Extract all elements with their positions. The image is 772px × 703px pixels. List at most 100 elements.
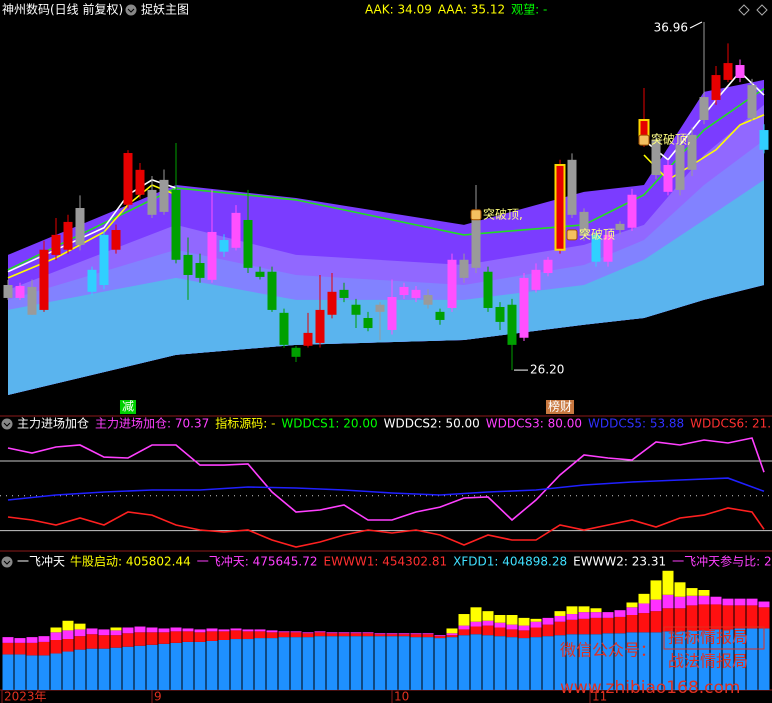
stacked-bar (254, 631, 266, 639)
candle-body (159, 179, 169, 212)
stacked-bar (230, 628, 242, 631)
stacked-bar (230, 639, 242, 690)
stacked-bar (302, 632, 314, 634)
stacked-bar (242, 629, 254, 632)
candle-body (459, 259, 469, 278)
stacked-bar (362, 632, 374, 634)
stacked-bar (50, 640, 62, 654)
candle-body (687, 134, 697, 170)
legend-entry: AAK: 34.09 (365, 3, 432, 17)
stacked-bar (602, 633, 614, 690)
stacked-bar (74, 623, 86, 630)
stacked-bar (206, 628, 218, 632)
stacked-bar (38, 641, 50, 656)
stacked-bar (446, 635, 458, 638)
indicator-line (7, 507, 765, 548)
stacked-bar (230, 630, 242, 640)
stacked-bar (626, 607, 638, 615)
stacked-bar (698, 595, 710, 605)
stacked-bar (350, 633, 362, 637)
stacked-bar (578, 606, 590, 613)
pane-title: 一飞冲天 (17, 554, 65, 569)
stacked-bar (434, 636, 446, 639)
stacked-bar (242, 639, 254, 690)
stacked-bar (98, 648, 110, 690)
stacked-bar (158, 632, 170, 644)
stacked-bar (62, 630, 74, 640)
legend-entry: 指标源码: - (215, 416, 275, 431)
stacked-bar (338, 632, 350, 634)
stacked-bar (506, 615, 518, 625)
stacked-bar (710, 629, 722, 690)
menu-icon[interactable] (125, 4, 137, 16)
candle-body (123, 153, 133, 205)
stacked-bar (302, 637, 314, 690)
candle-body (195, 263, 205, 278)
stacked-bar (494, 622, 506, 628)
candle-body (627, 194, 637, 228)
candle-body (231, 212, 241, 248)
stacked-bar (146, 627, 158, 633)
stacked-bar (50, 627, 62, 633)
candle-body (663, 164, 673, 192)
stacked-bar (302, 633, 314, 638)
stacked-bar (710, 604, 722, 630)
candle-body (183, 254, 193, 275)
stacked-bar (458, 625, 470, 630)
stacked-bar (74, 636, 86, 650)
stacked-bar (278, 631, 290, 633)
stacked-bar (122, 633, 134, 647)
menu-icon[interactable] (1, 556, 13, 568)
legend-entry: 主力进场加仓: 70.37 (95, 417, 209, 431)
stacked-bar (590, 634, 602, 690)
stacked-bar (110, 635, 122, 648)
stacked-bar (278, 637, 290, 690)
stacked-bar (458, 635, 470, 690)
window-icons[interactable] (738, 4, 768, 16)
stacked-bar (530, 627, 542, 638)
stacked-bar (386, 634, 398, 637)
stacked-bar (434, 638, 446, 690)
menu-icon[interactable] (1, 418, 13, 430)
stacked-bar (290, 637, 302, 690)
stacked-bar (374, 633, 386, 635)
stacked-bar (470, 634, 482, 690)
stacked-bar (470, 626, 482, 635)
stacked-bar (206, 631, 218, 641)
stacked-bar (26, 642, 38, 656)
stacked-bar (482, 625, 494, 636)
candle-body (603, 234, 613, 262)
stacked-bar (98, 629, 110, 636)
stacked-bar (698, 604, 710, 631)
legend-entry: 观望: - (511, 3, 547, 17)
candle-body (543, 259, 553, 274)
stacked-bar (386, 636, 398, 690)
legend-entry: EWWW2: 23.31 (573, 555, 666, 569)
stacked-bar (374, 634, 386, 637)
breakout-marker (470, 209, 482, 221)
stacked-bar (218, 631, 230, 640)
stacked-bar (398, 633, 410, 635)
indicator-line (7, 437, 765, 522)
legend-entry: WDDCS1: 20.00 (281, 417, 377, 431)
stacked-bar (686, 588, 698, 596)
stacked-bar (458, 614, 470, 626)
stacked-bar (698, 630, 710, 690)
stacked-bar (698, 590, 710, 596)
stacked-bar (38, 655, 50, 690)
stacked-bar (170, 642, 182, 690)
legend-entry: AAA: 35.12 (438, 3, 505, 17)
candle-body (363, 318, 373, 329)
legend-entry: 一飞冲天: 475645.72 (197, 554, 318, 569)
stacked-bar (434, 635, 446, 637)
overlay: 36.96 26.20 突破顶, 突破顶 突破顶, 减 榜财 (119, 20, 703, 414)
legend-entry: 牛股启动: 405802.44 (70, 554, 191, 569)
stacked-bar (710, 596, 722, 605)
stacked-bar (650, 611, 662, 633)
stacked-bar (110, 647, 122, 690)
stacked-bar (554, 611, 566, 616)
stacked-bar (686, 595, 698, 606)
stacked-bar (314, 631, 326, 633)
stacked-bar (518, 638, 530, 690)
candle-body (75, 208, 85, 245)
